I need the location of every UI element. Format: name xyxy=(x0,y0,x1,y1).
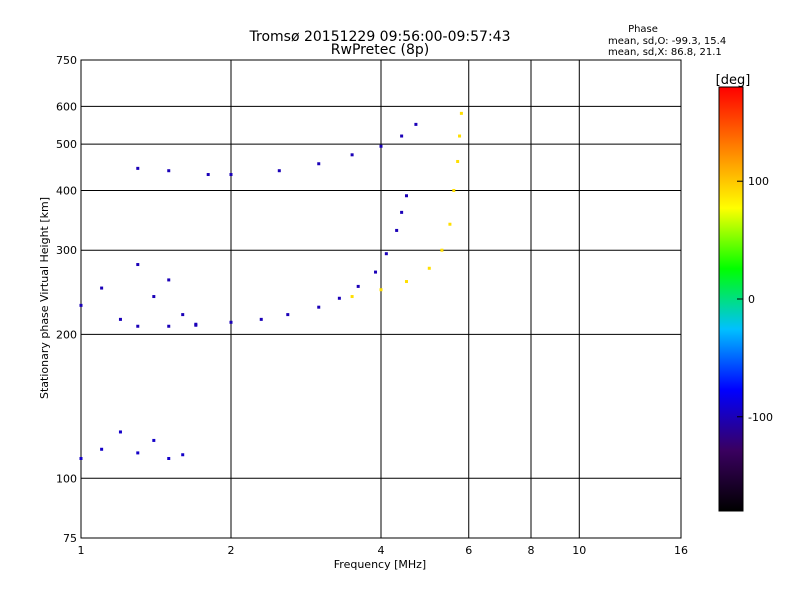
data-point xyxy=(136,263,140,267)
data-point xyxy=(448,222,452,226)
x-tick-label: 1 xyxy=(78,544,85,557)
data-point xyxy=(400,210,404,214)
y-tick-label: 75 xyxy=(63,532,77,545)
colorbar-tick-label: -100 xyxy=(748,411,773,424)
chart-subtitle: RwPretec (8p) xyxy=(331,42,429,58)
data-point xyxy=(404,194,408,198)
y-axis-label: Stationary phase Virtual Height [km] xyxy=(38,197,51,399)
y-tick-label: 750 xyxy=(56,54,77,67)
data-point xyxy=(337,296,341,300)
y-tick-label: 200 xyxy=(56,328,77,341)
data-point xyxy=(350,295,354,299)
data-point xyxy=(118,430,122,434)
data-point xyxy=(136,166,140,170)
x-tick-label: 2 xyxy=(228,544,235,557)
grid xyxy=(80,60,682,538)
data-point xyxy=(404,280,408,284)
data-point xyxy=(152,295,156,299)
data-point xyxy=(414,122,418,126)
data-point xyxy=(206,173,210,177)
stats-o: mean, sd,O: -99.3, 15.4 xyxy=(608,36,726,47)
data-point xyxy=(286,313,290,317)
data-point xyxy=(136,451,140,455)
data-point xyxy=(379,144,383,148)
data-point xyxy=(456,159,460,163)
colorbar-tick-label: 0 xyxy=(748,293,755,306)
data-point xyxy=(259,317,263,321)
data-point xyxy=(79,303,83,307)
x-ticks: 1 2 4 6 8 10 16 xyxy=(78,544,689,557)
data-point xyxy=(440,248,444,252)
y-tick-label: 300 xyxy=(56,244,77,257)
data-point xyxy=(350,153,354,157)
data-point xyxy=(118,317,122,321)
data-point xyxy=(459,111,463,115)
plot-area: 1 2 4 6 8 10 16 75 100 200 300 400 500 600 750 xyxy=(56,54,688,557)
data-point xyxy=(100,447,104,451)
colorbar: [deg] 100 0 -100 xyxy=(716,73,773,512)
data-point xyxy=(374,270,378,274)
y-tick-label: 100 xyxy=(56,472,77,485)
x-tick-label: 16 xyxy=(674,544,688,557)
x-tick-label: 6 xyxy=(465,544,472,557)
data-point xyxy=(317,305,321,309)
stats-x: mean, sd,X: 86.8, 21.1 xyxy=(608,47,722,58)
data-point xyxy=(181,453,185,457)
x-tick-label: 4 xyxy=(378,544,385,557)
data-point xyxy=(379,288,383,292)
colorbar-ticks: 100 0 -100 xyxy=(737,175,773,424)
y-tick-label: 400 xyxy=(56,184,77,197)
data-point xyxy=(152,438,156,442)
data-point xyxy=(136,324,140,328)
data-point xyxy=(167,456,171,460)
data-point xyxy=(167,324,171,328)
data-point xyxy=(384,252,388,256)
data-points xyxy=(79,111,463,460)
colorbar-label: [deg] xyxy=(716,73,751,88)
data-point xyxy=(317,162,321,166)
data-point xyxy=(277,169,281,173)
data-point xyxy=(229,320,233,324)
data-point xyxy=(395,228,399,232)
stats-header: Phase xyxy=(628,24,658,35)
x-tick-label: 8 xyxy=(528,544,535,557)
data-point xyxy=(229,173,233,177)
data-point xyxy=(167,278,171,282)
chart-title: Tromsø 20151229 09:56:00-09:57:43 xyxy=(249,29,511,45)
x-tick-label: 10 xyxy=(572,544,586,557)
data-point xyxy=(427,266,431,270)
x-axis-label: Frequency [MHz] xyxy=(334,558,426,571)
data-point xyxy=(400,134,404,138)
y-ticks: 75 100 200 300 400 500 600 750 xyxy=(56,54,77,545)
data-point xyxy=(100,286,104,290)
colorbar-tick-label: 100 xyxy=(748,175,769,188)
data-point xyxy=(452,188,456,192)
data-point xyxy=(181,313,185,317)
y-tick-label: 500 xyxy=(56,138,77,151)
y-tick-label: 600 xyxy=(56,100,77,113)
data-point xyxy=(79,456,83,460)
data-point xyxy=(356,284,360,288)
data-point xyxy=(194,322,198,326)
data-point xyxy=(167,169,171,173)
data-point xyxy=(458,134,462,138)
